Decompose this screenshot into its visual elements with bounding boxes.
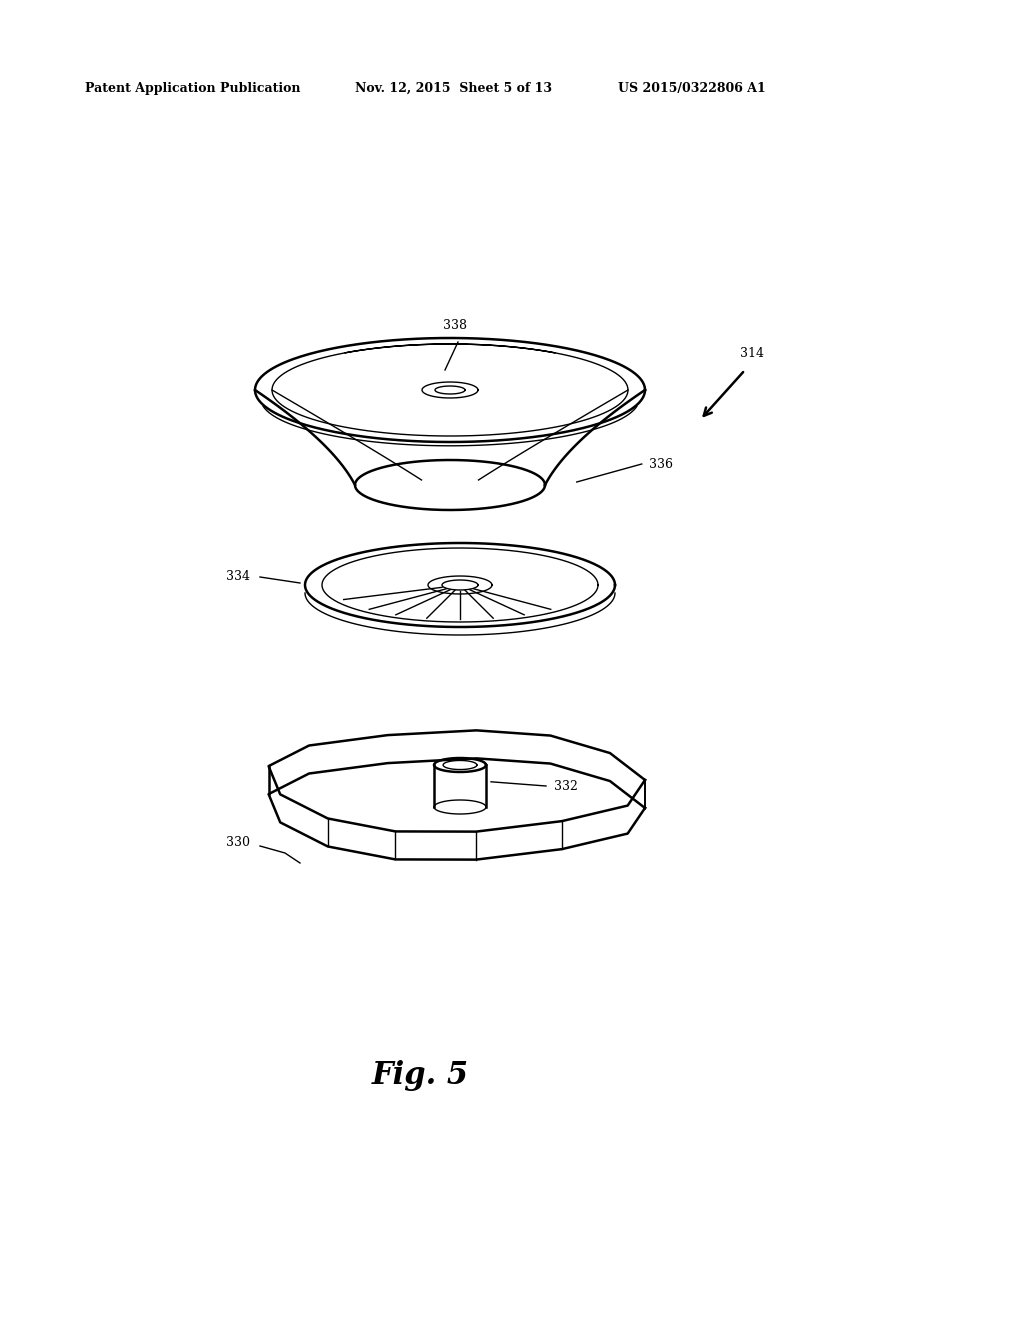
- Text: 338: 338: [443, 319, 467, 333]
- Text: 314: 314: [740, 347, 764, 360]
- Text: Fig. 5: Fig. 5: [372, 1060, 469, 1092]
- Text: 334: 334: [226, 570, 250, 583]
- Text: 330: 330: [226, 837, 250, 850]
- Text: Patent Application Publication: Patent Application Publication: [85, 82, 300, 95]
- Text: US 2015/0322806 A1: US 2015/0322806 A1: [618, 82, 766, 95]
- Text: Nov. 12, 2015  Sheet 5 of 13: Nov. 12, 2015 Sheet 5 of 13: [355, 82, 552, 95]
- Text: 336: 336: [649, 458, 673, 470]
- Text: 332: 332: [554, 780, 578, 792]
